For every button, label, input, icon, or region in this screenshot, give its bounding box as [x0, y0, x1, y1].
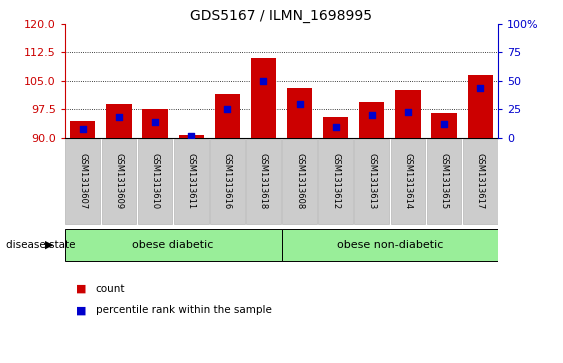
FancyBboxPatch shape: [65, 139, 100, 224]
Bar: [251, 58, 276, 138]
Bar: [467, 75, 493, 138]
Point: [476, 85, 485, 90]
Text: GSM1313615: GSM1313615: [440, 154, 449, 209]
Text: GSM1313609: GSM1313609: [114, 154, 123, 209]
Title: GDS5167 / ILMN_1698995: GDS5167 / ILMN_1698995: [190, 9, 373, 23]
Text: GSM1313611: GSM1313611: [187, 154, 196, 209]
Text: ■: ■: [76, 284, 87, 294]
Point: [78, 126, 87, 132]
Bar: [323, 117, 348, 138]
FancyBboxPatch shape: [246, 139, 281, 224]
Bar: [178, 135, 204, 138]
Text: GSM1313618: GSM1313618: [259, 154, 268, 209]
Point: [295, 101, 304, 106]
Text: GSM1313607: GSM1313607: [78, 154, 87, 209]
Text: GSM1313617: GSM1313617: [476, 154, 485, 209]
Point: [187, 133, 196, 139]
Point: [331, 123, 340, 129]
Point: [114, 114, 123, 120]
Bar: [287, 88, 312, 138]
FancyBboxPatch shape: [355, 139, 389, 224]
FancyBboxPatch shape: [65, 229, 282, 261]
Point: [440, 121, 449, 127]
Text: GSM1313616: GSM1313616: [223, 154, 232, 209]
Text: percentile rank within the sample: percentile rank within the sample: [96, 305, 271, 315]
Bar: [431, 113, 457, 138]
Bar: [70, 121, 96, 138]
Text: obese non-diabetic: obese non-diabetic: [337, 240, 443, 250]
Bar: [215, 94, 240, 138]
FancyBboxPatch shape: [282, 229, 498, 261]
Bar: [359, 102, 385, 138]
Text: GSM1313608: GSM1313608: [295, 154, 304, 209]
Text: GSM1313612: GSM1313612: [331, 154, 340, 209]
Point: [259, 78, 268, 83]
Point: [404, 109, 413, 115]
FancyBboxPatch shape: [391, 139, 425, 224]
Text: ▶: ▶: [45, 240, 53, 250]
Point: [150, 119, 159, 125]
FancyBboxPatch shape: [463, 139, 498, 224]
FancyBboxPatch shape: [282, 139, 317, 224]
FancyBboxPatch shape: [210, 139, 245, 224]
FancyBboxPatch shape: [101, 139, 136, 224]
Text: ■: ■: [76, 305, 87, 315]
Point: [223, 106, 232, 112]
FancyBboxPatch shape: [138, 139, 172, 224]
FancyBboxPatch shape: [427, 139, 462, 224]
Bar: [106, 104, 132, 138]
Text: obese diabetic: obese diabetic: [132, 240, 214, 250]
Bar: [142, 109, 168, 138]
Bar: [395, 90, 421, 138]
FancyBboxPatch shape: [318, 139, 353, 224]
Text: disease state: disease state: [6, 240, 75, 250]
Point: [367, 112, 376, 118]
Text: GSM1313614: GSM1313614: [404, 154, 413, 209]
Text: GSM1313610: GSM1313610: [150, 154, 159, 209]
FancyBboxPatch shape: [174, 139, 208, 224]
Text: count: count: [96, 284, 125, 294]
Text: GSM1313613: GSM1313613: [367, 154, 376, 209]
